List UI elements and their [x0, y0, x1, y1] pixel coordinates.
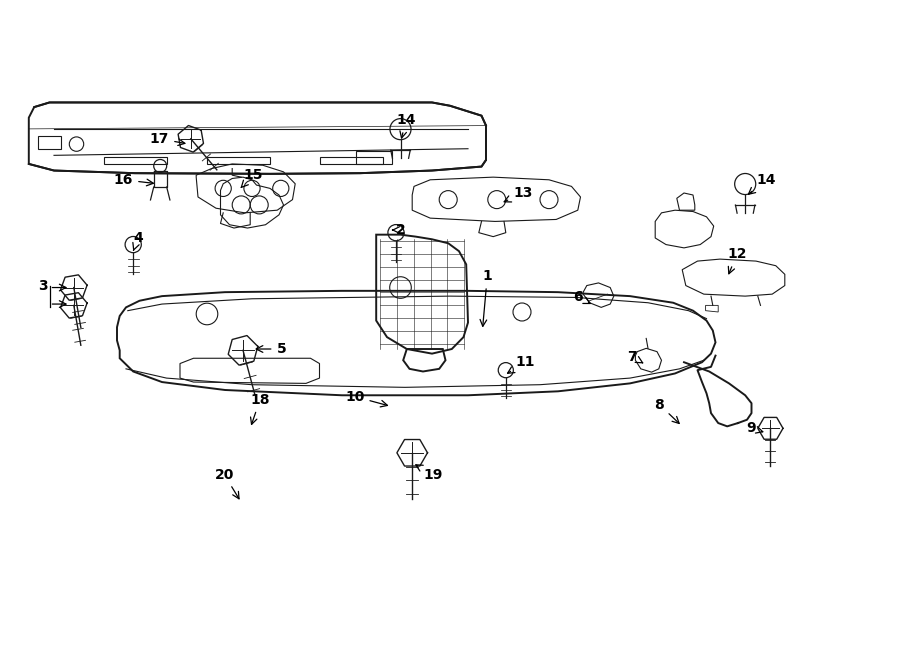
Text: 20: 20: [214, 467, 239, 499]
Text: 15: 15: [241, 168, 263, 188]
Text: 12: 12: [727, 247, 747, 274]
Text: 14: 14: [749, 173, 776, 194]
Text: 13: 13: [504, 186, 533, 202]
Text: 2: 2: [392, 223, 406, 237]
Text: 7: 7: [627, 350, 643, 364]
Text: 8: 8: [654, 397, 680, 424]
Text: 6: 6: [573, 290, 590, 305]
Text: 18: 18: [250, 393, 270, 424]
Text: 3: 3: [38, 278, 48, 293]
Text: 17: 17: [149, 132, 184, 146]
Text: 4: 4: [133, 231, 143, 251]
Text: 11: 11: [508, 355, 536, 373]
Text: 1: 1: [480, 269, 492, 327]
Text: 14: 14: [396, 113, 416, 138]
Text: 16: 16: [113, 173, 153, 187]
Text: 9: 9: [746, 421, 763, 436]
Text: 5: 5: [256, 342, 286, 356]
Text: 19: 19: [416, 465, 443, 482]
Text: 10: 10: [345, 389, 388, 407]
